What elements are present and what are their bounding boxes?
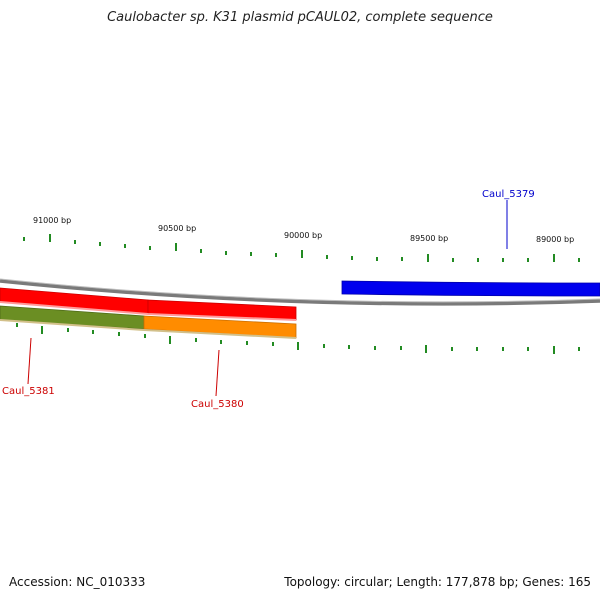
scale-label: 91000 bp [33, 216, 71, 225]
accession-text: Accession: NC_010333 [9, 575, 146, 589]
summary-text: Topology: circular; Length: 177,878 bp; … [284, 575, 591, 589]
upper-scale-ticks [23, 234, 580, 262]
scale-label: 90500 bp [158, 224, 196, 233]
gene-inner-shadow [0, 319, 297, 339]
gene-label-caul-5380[interactable]: Caul_5380 [191, 399, 244, 410]
feature-red-shadow [0, 301, 297, 321]
map-title: Caulobacter sp. K31 plasmid pCAUL02, com… [107, 10, 493, 25]
scale-label: 89500 bp [410, 234, 448, 243]
plasmid-backbone-highlight [0, 278, 600, 303]
plasmid-backbone [0, 279, 600, 306]
leader-caul-5380 [215, 349, 220, 397]
leader-caul-5381 [27, 337, 32, 385]
scale-label: 90000 bp [284, 231, 322, 240]
lower-scale-ticks [16, 323, 580, 354]
gene-label-caul-5379[interactable]: Caul_5379 [482, 189, 535, 200]
gene-caul-5379[interactable] [341, 280, 600, 297]
scale-label: 89000 bp [536, 235, 574, 244]
gene-label-caul-5381[interactable]: Caul_5381 [2, 386, 55, 397]
